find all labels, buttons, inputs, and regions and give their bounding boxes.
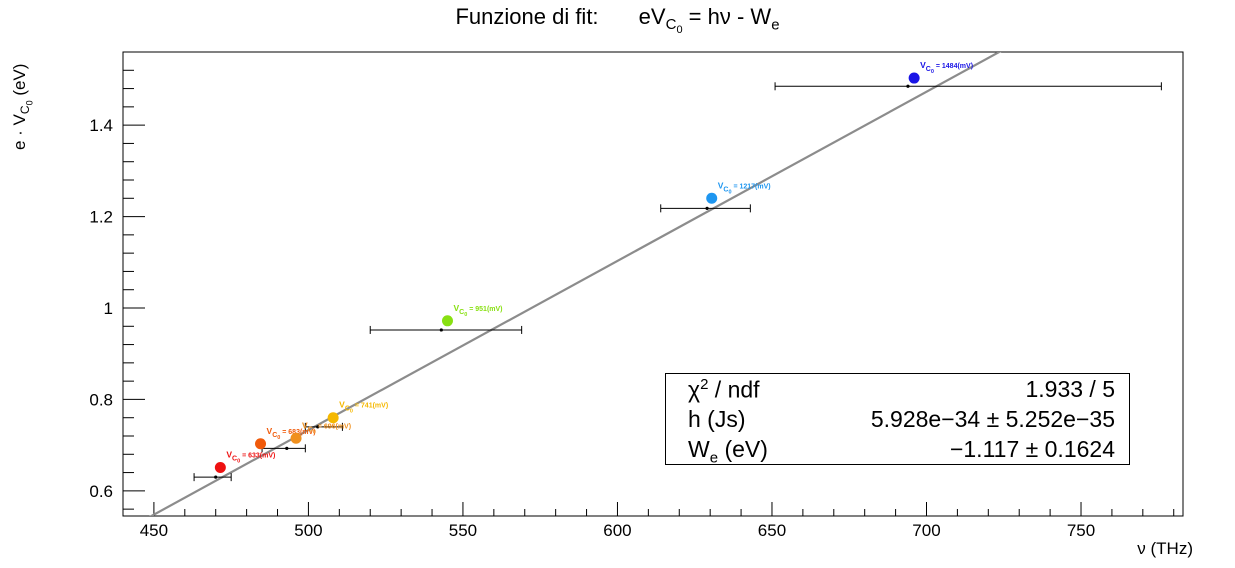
y-tick-label: 1.4 — [89, 116, 113, 135]
x-tick-label: 650 — [758, 521, 786, 540]
point-label: VC0 = 683(mV) — [267, 426, 316, 441]
stat-chi2-value: 1.933 / 5 — [1025, 376, 1115, 402]
title-formula-rhs: = hν - W — [682, 4, 772, 29]
plot-frame — [122, 51, 1184, 517]
stat-h-value: 5.928e−34 ± 5.252e−35 — [870, 406, 1115, 432]
title-formula-sub: C — [665, 16, 677, 34]
measured-point — [214, 475, 218, 479]
y-tick-label: 0.6 — [89, 482, 113, 501]
chart-title: Funzione di fit: eVC0 = hν - We — [0, 4, 1235, 36]
y-axis-label-main: e · V — [10, 114, 29, 150]
x-tick-label: 750 — [1067, 521, 1095, 540]
stat-we-value: −1.117 ± 0.1624 — [949, 436, 1115, 462]
stat-we-label: We (eV) — [688, 436, 768, 467]
x-axis-label: ν (THz) — [1137, 539, 1193, 558]
title-formula-subsub: 0 — [676, 24, 683, 37]
point-label: VC0 = 1484(mV) — [920, 60, 973, 75]
data-point — [327, 412, 339, 424]
y-axis-label-subsub: 0 — [24, 100, 35, 106]
stat-row-h: h (Js) 5.928e−34 ± 5.252e−35 — [688, 406, 1115, 436]
x-tick-label: 550 — [449, 521, 477, 540]
stat-chi2-label: χ2 / ndf — [688, 376, 760, 403]
y-axis-label-unit: (eV) — [10, 63, 29, 101]
data-point — [441, 315, 453, 327]
data-point — [214, 462, 226, 474]
measured-point — [285, 446, 289, 450]
point-label: VC0 = 951(mV) — [453, 303, 502, 318]
point-label: VC0 = 741(mV) — [339, 400, 388, 415]
title-prefix: Funzione di fit: — [455, 4, 599, 29]
x-tick-label: 500 — [294, 521, 322, 540]
y-axis-label: e · VC0 (eV) — [10, 64, 35, 150]
stat-h-label: h (Js) — [688, 406, 746, 432]
stat-row-we: We (eV) −1.117 ± 0.1624 — [688, 436, 1115, 467]
point-label: VC0 = 1217(mV) — [718, 180, 771, 195]
measured-point — [705, 206, 709, 210]
y-axis-label-sub: C — [18, 105, 33, 115]
x-tick-label: 450 — [140, 521, 168, 540]
data-point — [290, 432, 302, 444]
point-label: VC0 = 633(mV) — [226, 450, 275, 465]
fit-stats-box: χ2 / ndf 1.933 / 5 h (Js) 5.928e−34 ± 5.… — [665, 373, 1130, 467]
title-formula-ev: eV — [638, 4, 666, 29]
x-tick-label: 700 — [912, 521, 940, 540]
measured-point — [439, 328, 443, 332]
y-tick-label: 1 — [104, 299, 113, 318]
data-point — [908, 72, 920, 84]
y-tick-label: 1.2 — [89, 208, 113, 227]
measured-point — [316, 425, 320, 429]
point-label: VC0 = 696(mV) — [302, 420, 351, 435]
data-point — [255, 438, 267, 450]
title-formula-sub-e: e — [771, 16, 780, 34]
x-tick-label: 600 — [603, 521, 631, 540]
stat-row-chi2: χ2 / ndf 1.933 / 5 — [688, 376, 1115, 406]
y-tick-label: 0.8 — [89, 390, 113, 409]
data-point — [706, 192, 718, 204]
measured-point — [906, 84, 910, 88]
